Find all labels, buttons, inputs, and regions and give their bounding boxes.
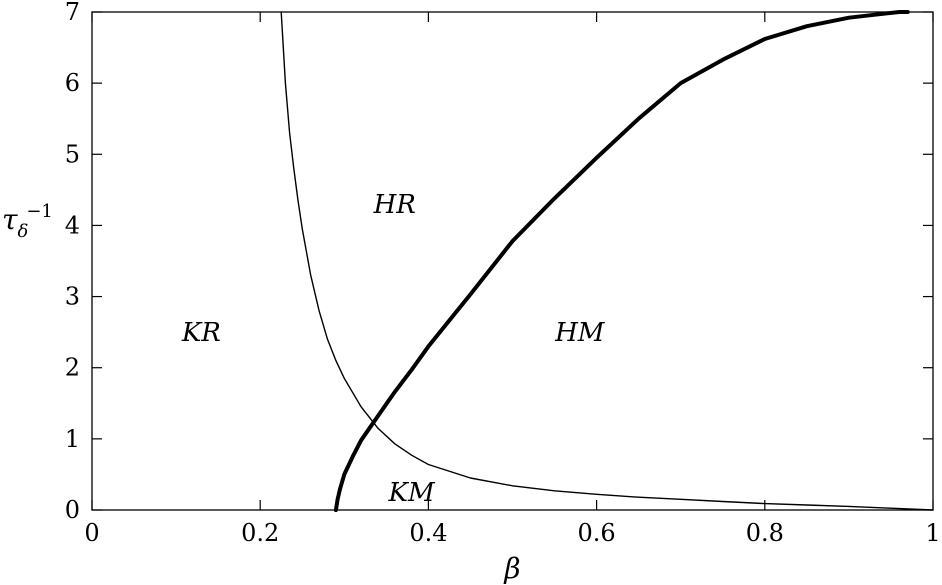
x-tick-label: 1 [925, 519, 940, 547]
y-axis-label: τδ−1 [2, 201, 53, 242]
curves [280, 10, 934, 512]
region-labels: KR HR HM KM [181, 190, 606, 508]
region-label-km: KM [388, 478, 436, 508]
x-tick-label: 0 [84, 519, 99, 547]
region-label-hr: HR [373, 190, 416, 220]
thick-boundary-line [333, 10, 910, 512]
y-tick-labels: 0 1 2 3 4 5 6 7 [65, 0, 80, 524]
y-tick-label: 0 [65, 496, 80, 524]
thin-boundary-line [280, 11, 934, 511]
y-tick-label: 7 [65, 0, 80, 26]
y-tick-label: 4 [65, 211, 80, 239]
x-tick-label: 0.6 [578, 519, 616, 547]
x-tick-label: 0.4 [409, 519, 447, 547]
y-tick-label: 5 [65, 140, 80, 168]
x-tick-labels: 0 0.2 0.4 0.6 0.8 1 [84, 519, 940, 547]
y-tick-label: 1 [65, 425, 80, 453]
tick-marks [91, 11, 934, 511]
y-tick-label: 6 [65, 69, 80, 97]
region-label-kr: KR [181, 318, 221, 348]
y-axis-label-base: τ [2, 203, 18, 236]
x-tick-label: 0.2 [241, 519, 279, 547]
y-axis-label-superscript: −1 [26, 201, 53, 222]
x-tick-label: 0.8 [746, 519, 784, 547]
x-axis-label: β [503, 552, 520, 585]
y-tick-label: 3 [65, 283, 80, 311]
region-label-hm: HM [554, 318, 606, 348]
plot-frame [91, 11, 934, 511]
y-axis-label-subscript: δ [18, 221, 29, 242]
y-tick-label: 2 [65, 354, 80, 382]
